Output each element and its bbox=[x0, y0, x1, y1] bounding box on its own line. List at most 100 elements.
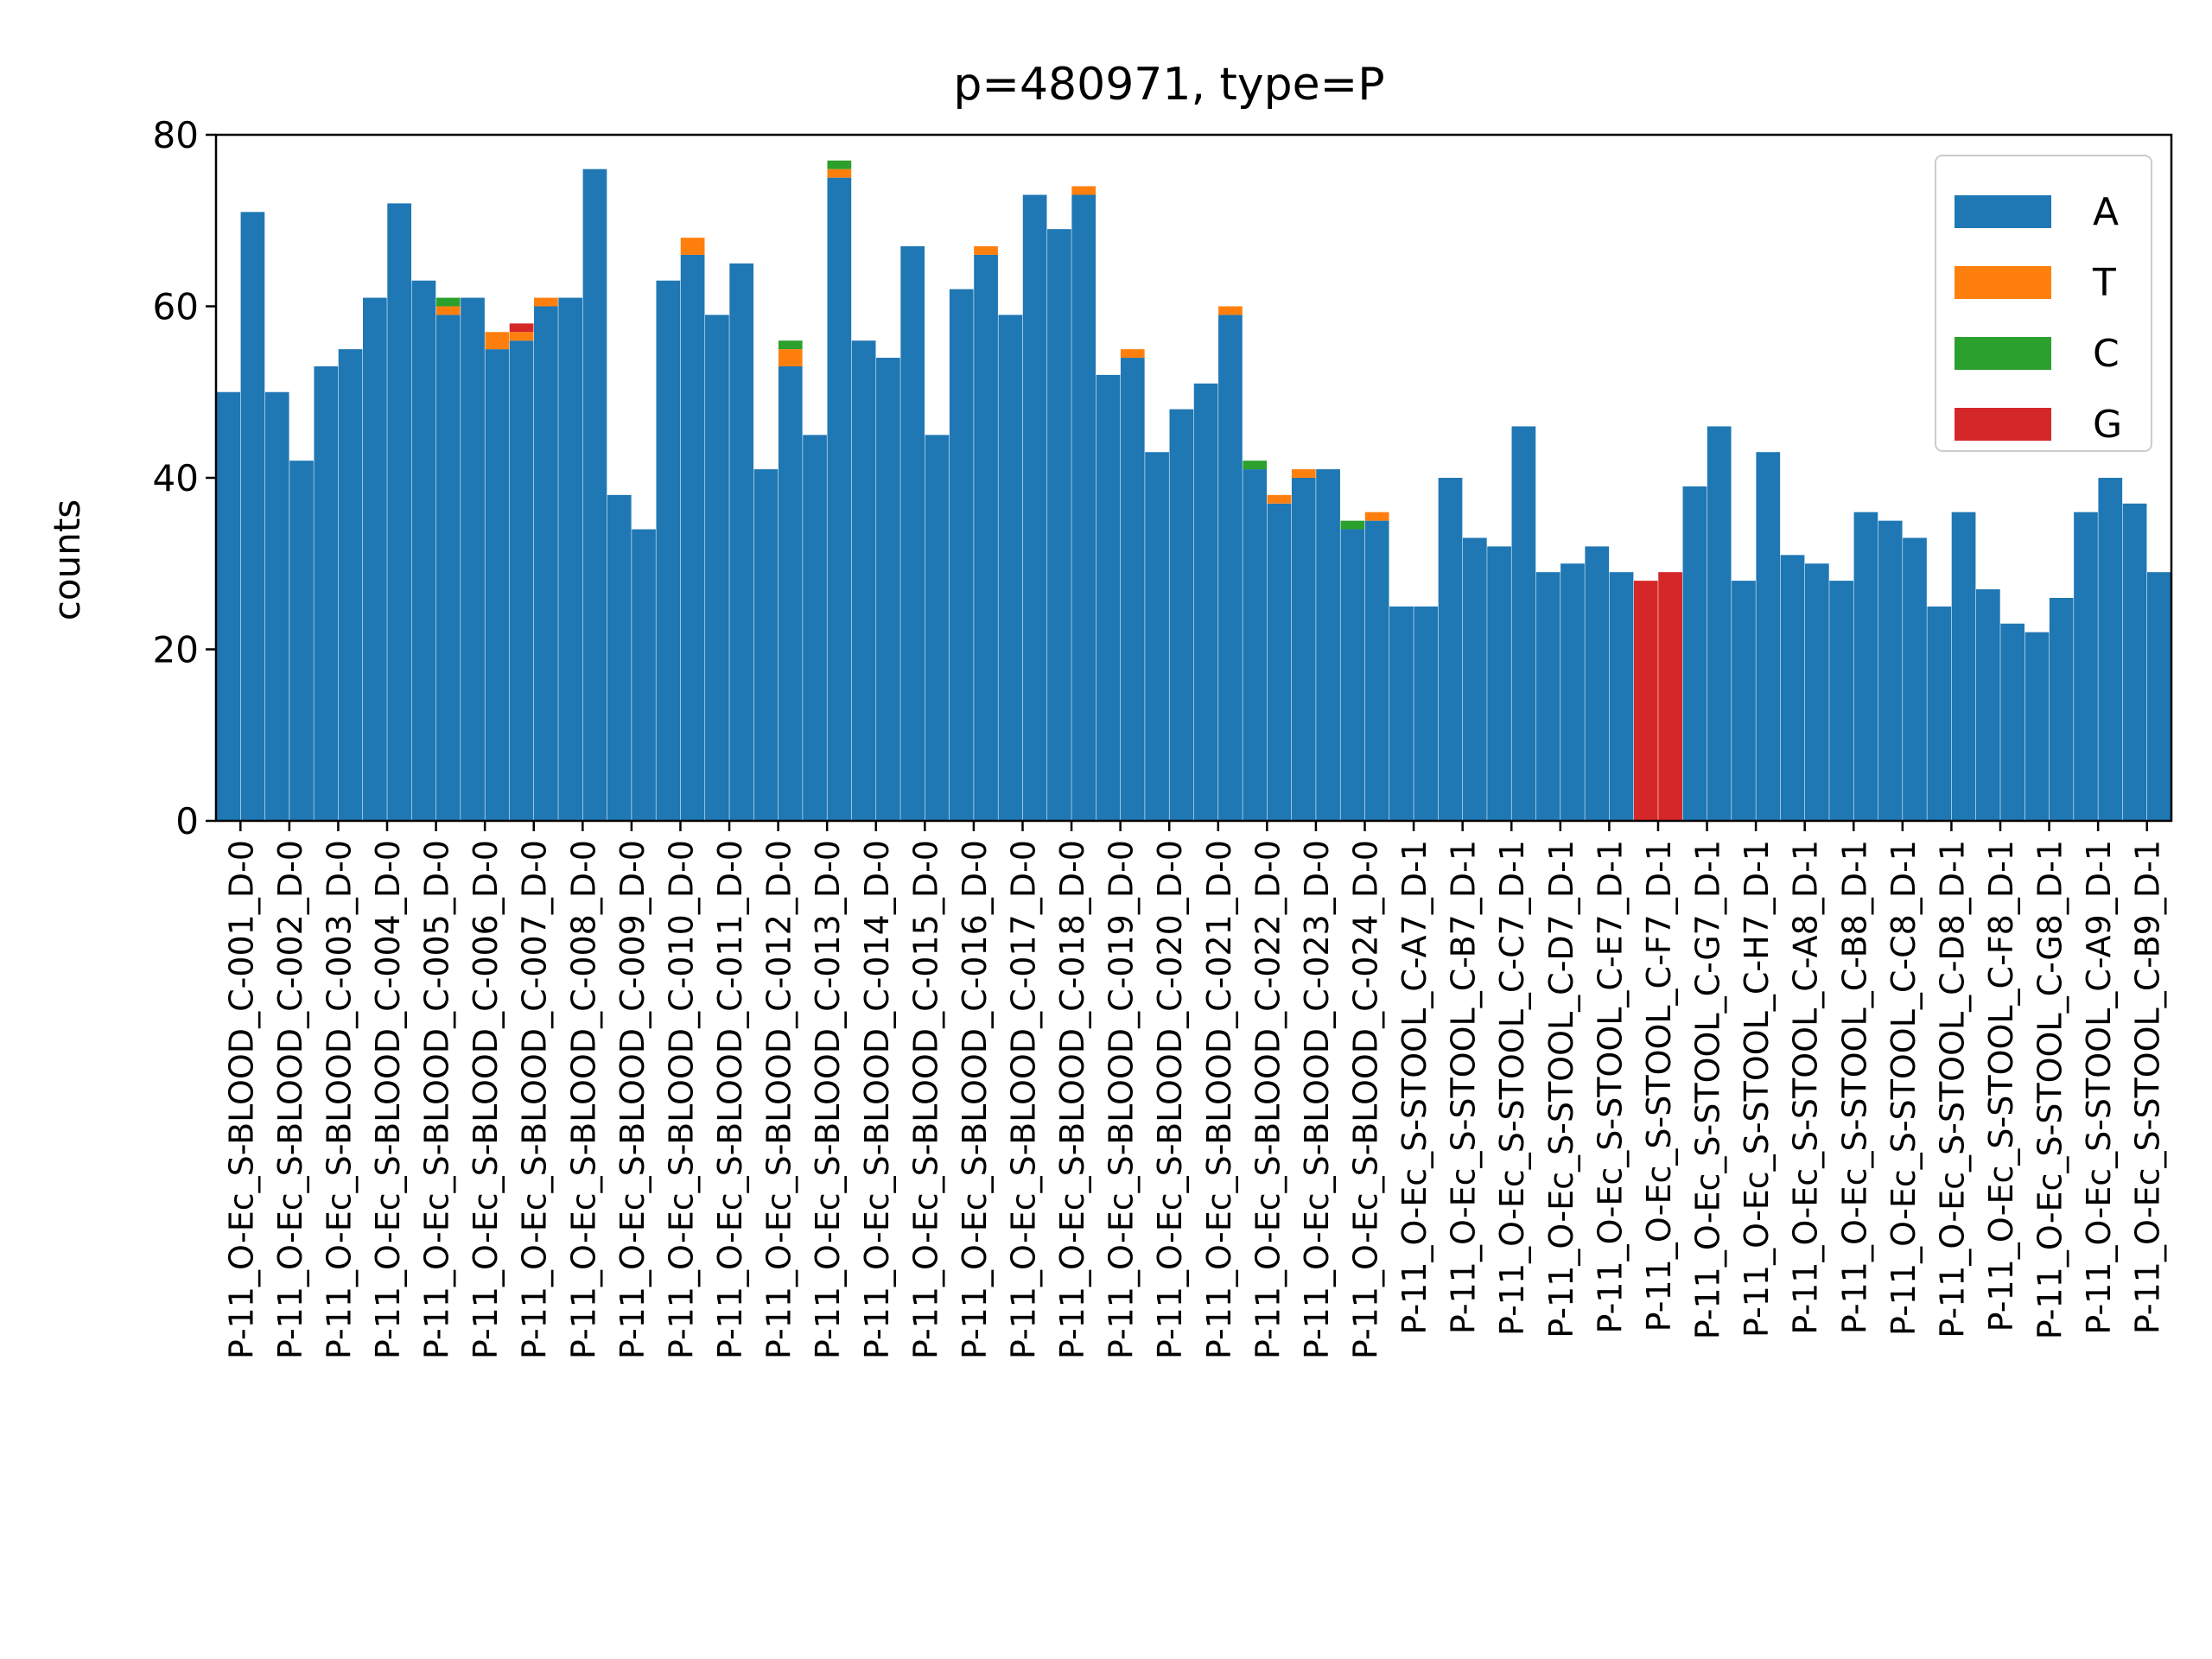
x-tick-label: P-11_O-Ec_S-STOOL_C-B7_D-1 bbox=[1445, 840, 1483, 1334]
legend-swatch-A bbox=[1955, 195, 2051, 228]
bar-A-68 bbox=[1878, 520, 1903, 822]
bar-A-6 bbox=[363, 297, 387, 822]
bar-A-74 bbox=[2024, 632, 2050, 821]
x-tick-label: P-11_O-Ec_S-BLOOD_C-014_D-0 bbox=[858, 840, 896, 1359]
x-tick-label: P-11_O-Ec_S-BLOOD_C-022_D-0 bbox=[1249, 840, 1287, 1359]
bar-A-34 bbox=[1047, 229, 1071, 821]
bar-A-0 bbox=[216, 391, 240, 821]
bar-A-39 bbox=[1169, 409, 1194, 821]
bar-A-5 bbox=[338, 349, 363, 822]
legend-label-A: A bbox=[2093, 190, 2119, 234]
bar-A-26 bbox=[851, 340, 876, 821]
bar-A-32 bbox=[998, 315, 1023, 821]
bar-A-47 bbox=[1364, 520, 1389, 822]
bar-A-4 bbox=[314, 365, 339, 822]
bar-T-35 bbox=[1071, 186, 1096, 195]
bar-A-51 bbox=[1462, 537, 1487, 821]
bar-A-8 bbox=[411, 280, 436, 822]
bar-C-9 bbox=[435, 297, 461, 307]
x-tick-label: P-11_O-Ec_S-STOOL_C-B8_D-1 bbox=[1835, 840, 1873, 1334]
y-axis-label: counts bbox=[46, 499, 88, 620]
y-tick-label: 80 bbox=[153, 114, 199, 156]
bar-A-62 bbox=[1732, 581, 1756, 821]
bar-T-31 bbox=[974, 246, 998, 255]
x-tick-label: P-11_O-Ec_S-BLOOD_C-006_D-0 bbox=[467, 840, 505, 1359]
bar-T-13 bbox=[534, 297, 558, 307]
legend-swatch-C bbox=[1955, 337, 2051, 370]
x-tick-label: P-11_O-Ec_S-BLOOD_C-024_D-0 bbox=[1347, 840, 1385, 1359]
bar-A-10 bbox=[461, 297, 485, 822]
bar-A-41 bbox=[1218, 315, 1243, 821]
x-tick-label: P-11_O-Ec_S-STOOL_C-G8_D-1 bbox=[2031, 840, 2069, 1339]
bar-T-12 bbox=[509, 332, 534, 341]
x-tick-label: P-11_O-Ec_S-STOOL_C-C7_D-1 bbox=[1493, 840, 1531, 1336]
bar-A-37 bbox=[1120, 358, 1145, 821]
x-tick-label: P-11_O-Ec_S-STOOL_C-A9_D-1 bbox=[2080, 840, 2118, 1335]
bar-A-56 bbox=[1585, 546, 1610, 821]
bar-A-15 bbox=[582, 168, 607, 821]
bar-C-42 bbox=[1243, 461, 1268, 470]
bar-A-9 bbox=[435, 315, 461, 821]
bar-A-3 bbox=[289, 461, 314, 821]
bar-A-60 bbox=[1682, 486, 1707, 821]
bar-A-53 bbox=[1511, 426, 1536, 821]
bar-A-54 bbox=[1535, 572, 1560, 821]
x-tick-label: P-11_O-Ec_S-BLOOD_C-013_D-0 bbox=[809, 840, 847, 1359]
x-tick-label: P-11_O-Ec_S-STOOL_C-G7_D-1 bbox=[1689, 840, 1727, 1339]
bar-G-12 bbox=[509, 323, 534, 333]
bar-A-78 bbox=[2122, 503, 2147, 821]
bar-A-42 bbox=[1243, 469, 1268, 821]
bar-A-13 bbox=[534, 306, 558, 821]
bar-A-65 bbox=[1804, 563, 1829, 821]
bar-A-69 bbox=[1903, 537, 1927, 821]
bar-C-25 bbox=[827, 160, 852, 169]
y-tick-label: 20 bbox=[153, 629, 199, 671]
legend-label-T: T bbox=[2092, 261, 2116, 305]
bar-T-37 bbox=[1120, 349, 1145, 359]
x-tick-label: P-11_O-Ec_S-BLOOD_C-008_D-0 bbox=[564, 840, 602, 1359]
bar-A-50 bbox=[1438, 478, 1463, 821]
x-axis: P-11_O-Ec_S-BLOOD_C-001_D-0 P-11_O-Ec_S-B… bbox=[222, 821, 2167, 1359]
bar-A-76 bbox=[2074, 512, 2098, 821]
x-tick-label: P-11_O-Ec_S-BLOOD_C-020_D-0 bbox=[1151, 840, 1189, 1359]
bar-T-43 bbox=[1267, 494, 1292, 504]
bar-A-17 bbox=[632, 529, 656, 821]
x-tick-label: P-11_O-Ec_S-STOOL_C-F7_D-1 bbox=[1640, 840, 1678, 1332]
x-tick-label: P-11_O-Ec_S-STOOL_C-D7_D-1 bbox=[1542, 840, 1580, 1338]
bar-A-30 bbox=[949, 289, 974, 821]
bar-T-41 bbox=[1218, 306, 1243, 315]
x-tick-label: P-11_O-Ec_S-STOOL_C-B9_D-1 bbox=[2129, 840, 2167, 1334]
bar-G-58 bbox=[1633, 581, 1658, 821]
bar-A-7 bbox=[387, 203, 412, 821]
bar-T-25 bbox=[827, 168, 852, 178]
x-tick-label: P-11_O-Ec_S-STOOL_C-C8_D-1 bbox=[1885, 840, 1923, 1336]
bar-A-1 bbox=[240, 212, 265, 821]
bar-A-35 bbox=[1071, 194, 1096, 822]
bar-C-46 bbox=[1340, 520, 1365, 530]
bar-A-43 bbox=[1267, 503, 1292, 821]
x-tick-label: P-11_O-Ec_S-BLOOD_C-009_D-0 bbox=[613, 840, 652, 1359]
bar-A-14 bbox=[558, 297, 583, 822]
x-tick-label: P-11_O-Ec_S-STOOL_C-E7_D-1 bbox=[1591, 840, 1629, 1333]
legend-box bbox=[1935, 155, 2152, 452]
bar-A-46 bbox=[1340, 529, 1365, 821]
chart-title: p=480971, type=P bbox=[953, 59, 1384, 111]
bar-A-67 bbox=[1853, 512, 1878, 821]
bar-A-71 bbox=[1951, 512, 1976, 821]
bar-A-70 bbox=[1927, 606, 1952, 822]
bar-A-38 bbox=[1145, 452, 1169, 821]
bar-A-61 bbox=[1707, 426, 1732, 821]
legend-swatch-T bbox=[1955, 266, 2051, 299]
legend-swatch-G bbox=[1955, 408, 2051, 441]
bar-A-55 bbox=[1560, 563, 1585, 821]
bar-A-72 bbox=[1975, 589, 2000, 821]
bar-A-12 bbox=[509, 340, 534, 821]
bar-A-63 bbox=[1756, 452, 1781, 821]
x-tick-label: P-11_O-Ec_S-BLOOD_C-002_D-0 bbox=[271, 840, 309, 1359]
x-tick-label: P-11_O-Ec_S-STOOL_C-A8_D-1 bbox=[1787, 840, 1825, 1335]
bar-C-23 bbox=[778, 340, 803, 350]
bar-A-31 bbox=[974, 254, 998, 821]
bar-A-19 bbox=[680, 254, 705, 821]
